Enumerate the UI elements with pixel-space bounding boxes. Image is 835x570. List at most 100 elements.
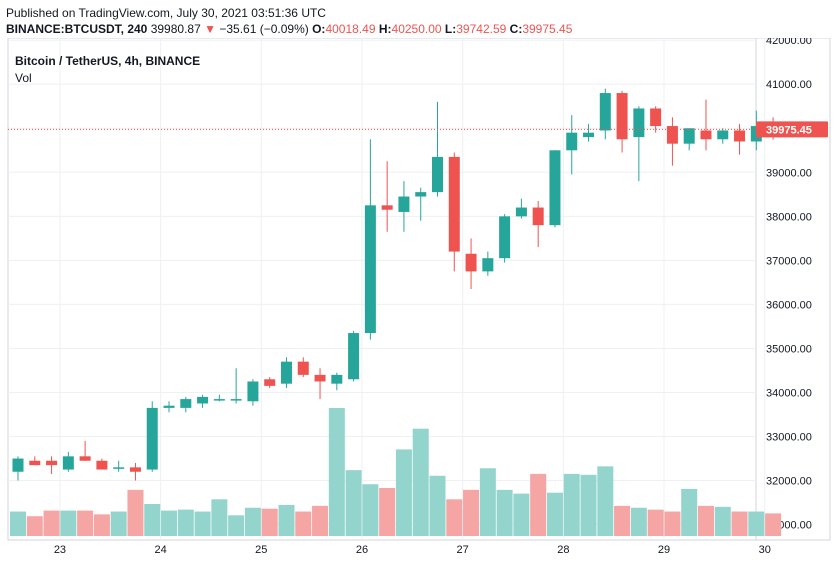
candle-body (264, 379, 276, 386)
volume-legend-label: Vol (15, 71, 32, 85)
y-tick-label: 34000.00 (766, 387, 812, 399)
volume-bar (563, 473, 580, 536)
candle-body (566, 132, 578, 151)
x-tick-label: 27 (457, 544, 469, 556)
volume-bar (765, 513, 782, 536)
candle-body (633, 108, 645, 138)
candle-body (650, 108, 662, 127)
candlestick-chart[interactable]: 31000.0032000.0033000.0034000.0035000.00… (0, 38, 835, 570)
candle-body (314, 374, 326, 382)
volume-bar (681, 488, 698, 536)
y-tick-label: 38000.00 (766, 211, 812, 223)
volume-bar (714, 506, 731, 536)
open-value: 40018.49 (325, 22, 376, 36)
x-tick-label: 24 (155, 544, 167, 556)
candle-body (666, 126, 678, 144)
x-tick-label: 26 (356, 544, 368, 556)
candle-body (616, 93, 628, 140)
volume-bar (43, 510, 60, 536)
volume-bar (93, 514, 110, 536)
volume-bar (60, 510, 77, 536)
candle-body (12, 458, 24, 472)
close-value: 39975.45 (522, 22, 573, 36)
candle-body (599, 93, 611, 131)
volume-bar (379, 488, 396, 536)
candle-body (549, 150, 561, 226)
volume-bar (26, 516, 43, 536)
candle-body (146, 407, 158, 470)
volume-bar (345, 470, 362, 536)
candle-body (213, 399, 225, 401)
candle-body (62, 456, 74, 470)
y-tick-label: 42000.00 (766, 38, 812, 47)
candle-body (499, 216, 511, 259)
open-label: O: (312, 22, 326, 36)
published-caption: Published on TradingView.com, July 30, 2… (6, 6, 326, 20)
high-value: 40250.00 (391, 22, 442, 36)
volume-bar (328, 408, 345, 536)
x-tick-label: 23 (54, 544, 66, 556)
price-change: −35.61 (−0.09%) (219, 22, 309, 36)
last-price-tag (756, 121, 828, 138)
volume-bar (580, 474, 597, 536)
y-tick-label: 32000.00 (766, 476, 812, 488)
close-label: C: (509, 22, 523, 36)
volume-bar (278, 504, 295, 536)
volume-bar (228, 515, 245, 536)
volume-bar (630, 507, 647, 536)
volume-bar (530, 473, 547, 536)
y-tick-label: 36000.00 (766, 299, 812, 311)
symbol-label: BINANCE:BTCUSDT, 240 (6, 22, 148, 36)
volume-bar (513, 493, 530, 536)
volume-bar (211, 499, 228, 536)
y-tick-label: 39000.00 (766, 167, 812, 179)
volume-bar (395, 449, 412, 536)
candle-body (432, 156, 443, 193)
volume-bar (731, 511, 748, 536)
volume-bar (429, 475, 446, 536)
candle-body (29, 460, 41, 466)
volume-bar (614, 505, 631, 536)
volume-bar (412, 428, 429, 536)
candle-body (331, 374, 343, 384)
candle-body (415, 192, 427, 197)
chart-legend-title: Bitcoin / TetherUS, 4h, BINANCE (15, 54, 201, 68)
y-tick-label: 35000.00 (766, 343, 812, 355)
y-tick-label: 41000.00 (766, 79, 812, 91)
candle-body (364, 205, 376, 334)
low-value: 39742.59 (456, 22, 507, 36)
candle-body (46, 460, 58, 466)
volume-bar (479, 468, 496, 536)
candle-body (398, 196, 410, 212)
x-tick-label: 28 (557, 544, 569, 556)
candle-body (79, 456, 91, 461)
candle-body (113, 467, 125, 469)
x-tick-label: 29 (658, 544, 670, 556)
volume-bar (748, 511, 765, 536)
candle-body (482, 258, 494, 272)
candle-body (583, 132, 595, 138)
volume-bar (110, 511, 127, 536)
y-tick-label: 33000.00 (766, 432, 812, 444)
candle-body (96, 460, 108, 470)
candle-body (700, 130, 712, 140)
x-tick-label: 25 (255, 544, 267, 556)
ohlc-header: BINANCE:BTCUSDT, 240 39980.87 ▼ −35.61 (… (6, 22, 572, 36)
candle-body (163, 405, 175, 408)
volume-bar (463, 489, 480, 536)
x-tick-label: 30 (759, 544, 771, 556)
last-price-label: 39975.45 (766, 124, 812, 136)
candle-body (683, 128, 695, 144)
y-tick-label: 37000.00 (766, 255, 812, 267)
candle-body (381, 205, 393, 210)
volume-bar (144, 504, 161, 536)
volume-bar (647, 509, 664, 536)
volume-bar (664, 511, 681, 536)
candle-body (532, 207, 544, 226)
candle-body (230, 399, 242, 401)
volume-bar (77, 510, 94, 536)
volume-bar (597, 466, 614, 536)
volume-bar (194, 511, 211, 536)
candle-body (297, 361, 309, 375)
volume-bar (362, 484, 379, 536)
